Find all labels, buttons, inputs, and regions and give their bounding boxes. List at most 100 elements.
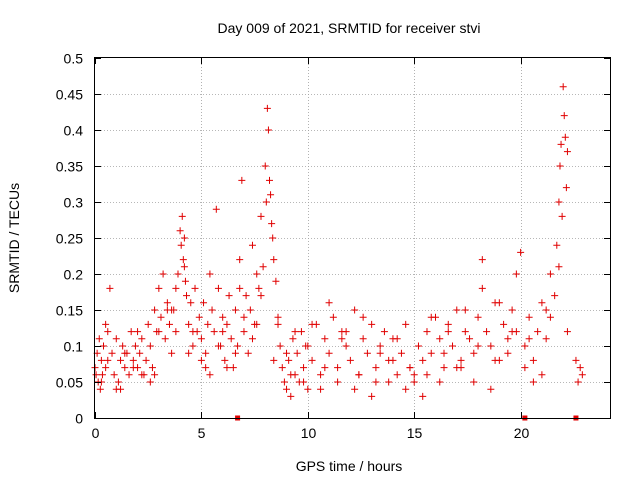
data-point — [534, 328, 542, 336]
data-point — [487, 342, 495, 350]
data-point — [355, 371, 363, 379]
data-point — [393, 335, 401, 343]
data-point — [410, 378, 418, 386]
data-point — [500, 320, 508, 328]
data-point — [223, 364, 231, 372]
data-point — [131, 342, 139, 350]
y-tick-label: 0.35 — [56, 159, 83, 175]
data-point — [342, 328, 350, 336]
data-point — [546, 270, 554, 278]
data-point — [227, 335, 235, 343]
data-point — [127, 328, 135, 336]
data-point — [231, 349, 239, 357]
data-point — [287, 371, 295, 379]
y-tick-label: 0.45 — [56, 87, 83, 103]
data-point — [195, 313, 203, 321]
data-point — [283, 349, 291, 357]
data-point — [272, 277, 280, 285]
data-point — [308, 320, 316, 328]
data-point — [278, 364, 286, 372]
data-point — [151, 306, 159, 314]
data-point — [134, 328, 142, 336]
y-axis-label: SRMTID / TECUs — [6, 183, 22, 293]
data-point — [97, 356, 105, 364]
data-point — [487, 385, 495, 393]
data-point — [385, 378, 393, 386]
data-point — [98, 371, 106, 379]
data-point — [287, 392, 295, 400]
data-point — [368, 392, 376, 400]
data-point — [119, 342, 127, 350]
data-point — [572, 356, 580, 364]
data-point — [257, 292, 265, 300]
data-point — [351, 306, 359, 314]
data-point — [427, 313, 435, 321]
data-point — [185, 320, 193, 328]
data-point — [231, 306, 239, 314]
data-point — [210, 328, 218, 336]
data-point — [163, 299, 171, 307]
data-point — [240, 313, 248, 321]
data-point — [219, 313, 227, 321]
data-point — [138, 335, 146, 343]
data-point — [563, 148, 571, 156]
data-point — [268, 220, 276, 228]
data-point — [300, 364, 308, 372]
data-point — [436, 378, 444, 386]
data-point — [180, 234, 188, 242]
data-point — [538, 371, 546, 379]
data-point — [263, 104, 271, 112]
data-point — [269, 234, 277, 242]
x-tick-label: 20 — [514, 425, 530, 441]
data-point — [293, 349, 301, 357]
data-point — [321, 364, 329, 372]
data-point — [466, 335, 474, 343]
data-point — [338, 335, 346, 343]
data-point — [157, 313, 165, 321]
y-tick-label: 0.2 — [64, 267, 84, 283]
data-point — [129, 356, 137, 364]
data-point — [234, 342, 242, 350]
data-point — [561, 133, 569, 141]
data-point — [185, 349, 193, 357]
data-point — [512, 270, 520, 278]
data-point — [179, 256, 187, 264]
data-point — [402, 385, 410, 393]
data-point — [148, 364, 156, 372]
data-point — [142, 356, 150, 364]
data-point — [321, 335, 329, 343]
data-point — [274, 320, 282, 328]
data-point — [106, 284, 114, 292]
data-point — [304, 385, 312, 393]
data-point — [558, 212, 566, 220]
plot-frame — [94, 57, 611, 419]
data-point — [359, 335, 367, 343]
x-tick-label: 5 — [198, 425, 206, 441]
data-point — [427, 349, 435, 357]
data-point — [317, 385, 325, 393]
data-point — [380, 328, 388, 336]
data-point — [200, 299, 208, 307]
data-point — [419, 356, 427, 364]
data-points — [91, 83, 586, 421]
data-point — [576, 364, 584, 372]
data-point — [248, 335, 256, 343]
data-point — [334, 364, 342, 372]
data-point — [155, 284, 163, 292]
data-point — [96, 385, 104, 393]
data-point — [423, 328, 431, 336]
data-point — [470, 349, 478, 357]
data-point — [300, 378, 308, 386]
data-point — [461, 328, 469, 336]
data-point — [410, 371, 418, 379]
data-point — [551, 292, 559, 300]
y-tick-label: 0.1 — [64, 339, 84, 355]
data-point — [236, 256, 244, 264]
data-point — [329, 313, 337, 321]
data-point — [372, 364, 380, 372]
data-point — [553, 241, 561, 249]
data-point — [289, 335, 297, 343]
data-point — [478, 256, 486, 264]
data-point — [117, 385, 125, 393]
